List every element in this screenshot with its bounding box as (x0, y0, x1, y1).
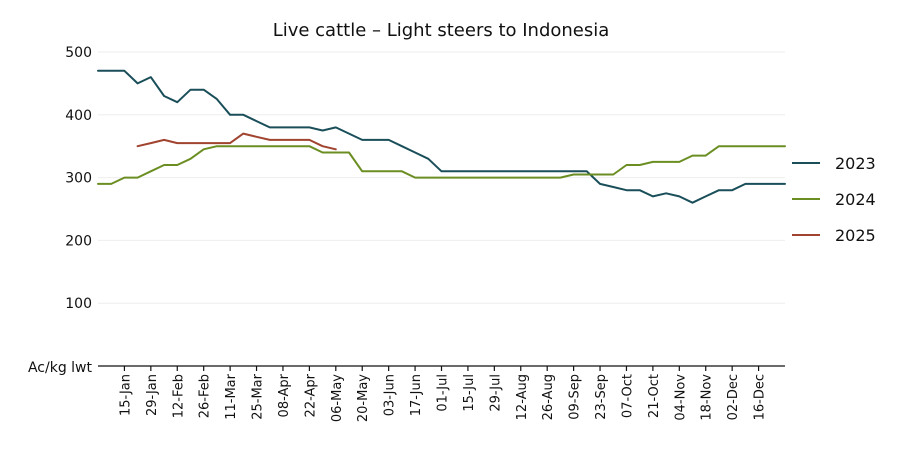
x-tick-label: 04-Nov (673, 374, 688, 421)
series-line-2024 (97, 145, 786, 185)
x-tick-label: 11-Mar (224, 373, 239, 419)
x-tick-label: 12-Feb (171, 374, 186, 418)
x-tick-label: 06-May (330, 374, 345, 422)
y-tick-label: 300 (65, 171, 92, 187)
x-tick-label: 29-Jan (145, 374, 160, 416)
x-tick-label: 02-Dec (726, 374, 741, 420)
y-tick-label: 100 (65, 296, 92, 312)
x-tick-label: 12-Aug (515, 374, 530, 420)
legend-label-2025: 2025 (835, 226, 876, 245)
x-tick-label: 09-Sep (568, 374, 583, 420)
x-tick-label: 26-Feb (198, 374, 213, 418)
x-tick-label: 01-Jul (436, 374, 451, 412)
chart-title: Live cattle – Light steers to Indonesia (273, 20, 610, 41)
axis-layer: 100 200 300 400 500 Ac/kg lwt 15-Jan 29-Jan 12-F… (28, 45, 785, 422)
x-tick-label: 20-May (356, 374, 371, 422)
x-tick-label: 07-Oct (620, 374, 635, 418)
x-tick-label: 03-Jun (383, 374, 398, 416)
x-tick-label: 15-Jan (118, 374, 133, 416)
x-tick-label: 29-Jul (488, 374, 503, 412)
x-tick-label: 26-Aug (541, 374, 556, 420)
legend: 2023 2024 2025 (792, 154, 876, 245)
x-tick-label: 25-Mar (251, 373, 266, 419)
y-axis-label: Ac/kg lwt (28, 360, 93, 376)
x-tick-label: 16-Dec (753, 374, 768, 420)
series-layer (97, 69, 786, 204)
y-tick-label: 500 (65, 45, 92, 61)
x-tick-label: 22-Apr (303, 373, 318, 417)
series-line-2025 (136, 132, 337, 151)
y-tick-label: 200 (65, 233, 92, 249)
x-tick-label: 17-Jun (409, 374, 424, 416)
x-tick-label: 21-Oct (647, 374, 662, 418)
y-tick-label: 400 (65, 108, 92, 124)
legend-label-2023: 2023 (835, 154, 876, 173)
legend-label-2024: 2024 (835, 190, 876, 209)
series-line-2023 (97, 69, 786, 204)
x-tick-label: 18-Nov (700, 374, 715, 421)
x-tick-label: 23-Sep (594, 374, 609, 420)
x-tick-label: 15-Jul (462, 374, 477, 412)
x-tick-label: 08-Apr (277, 373, 292, 417)
